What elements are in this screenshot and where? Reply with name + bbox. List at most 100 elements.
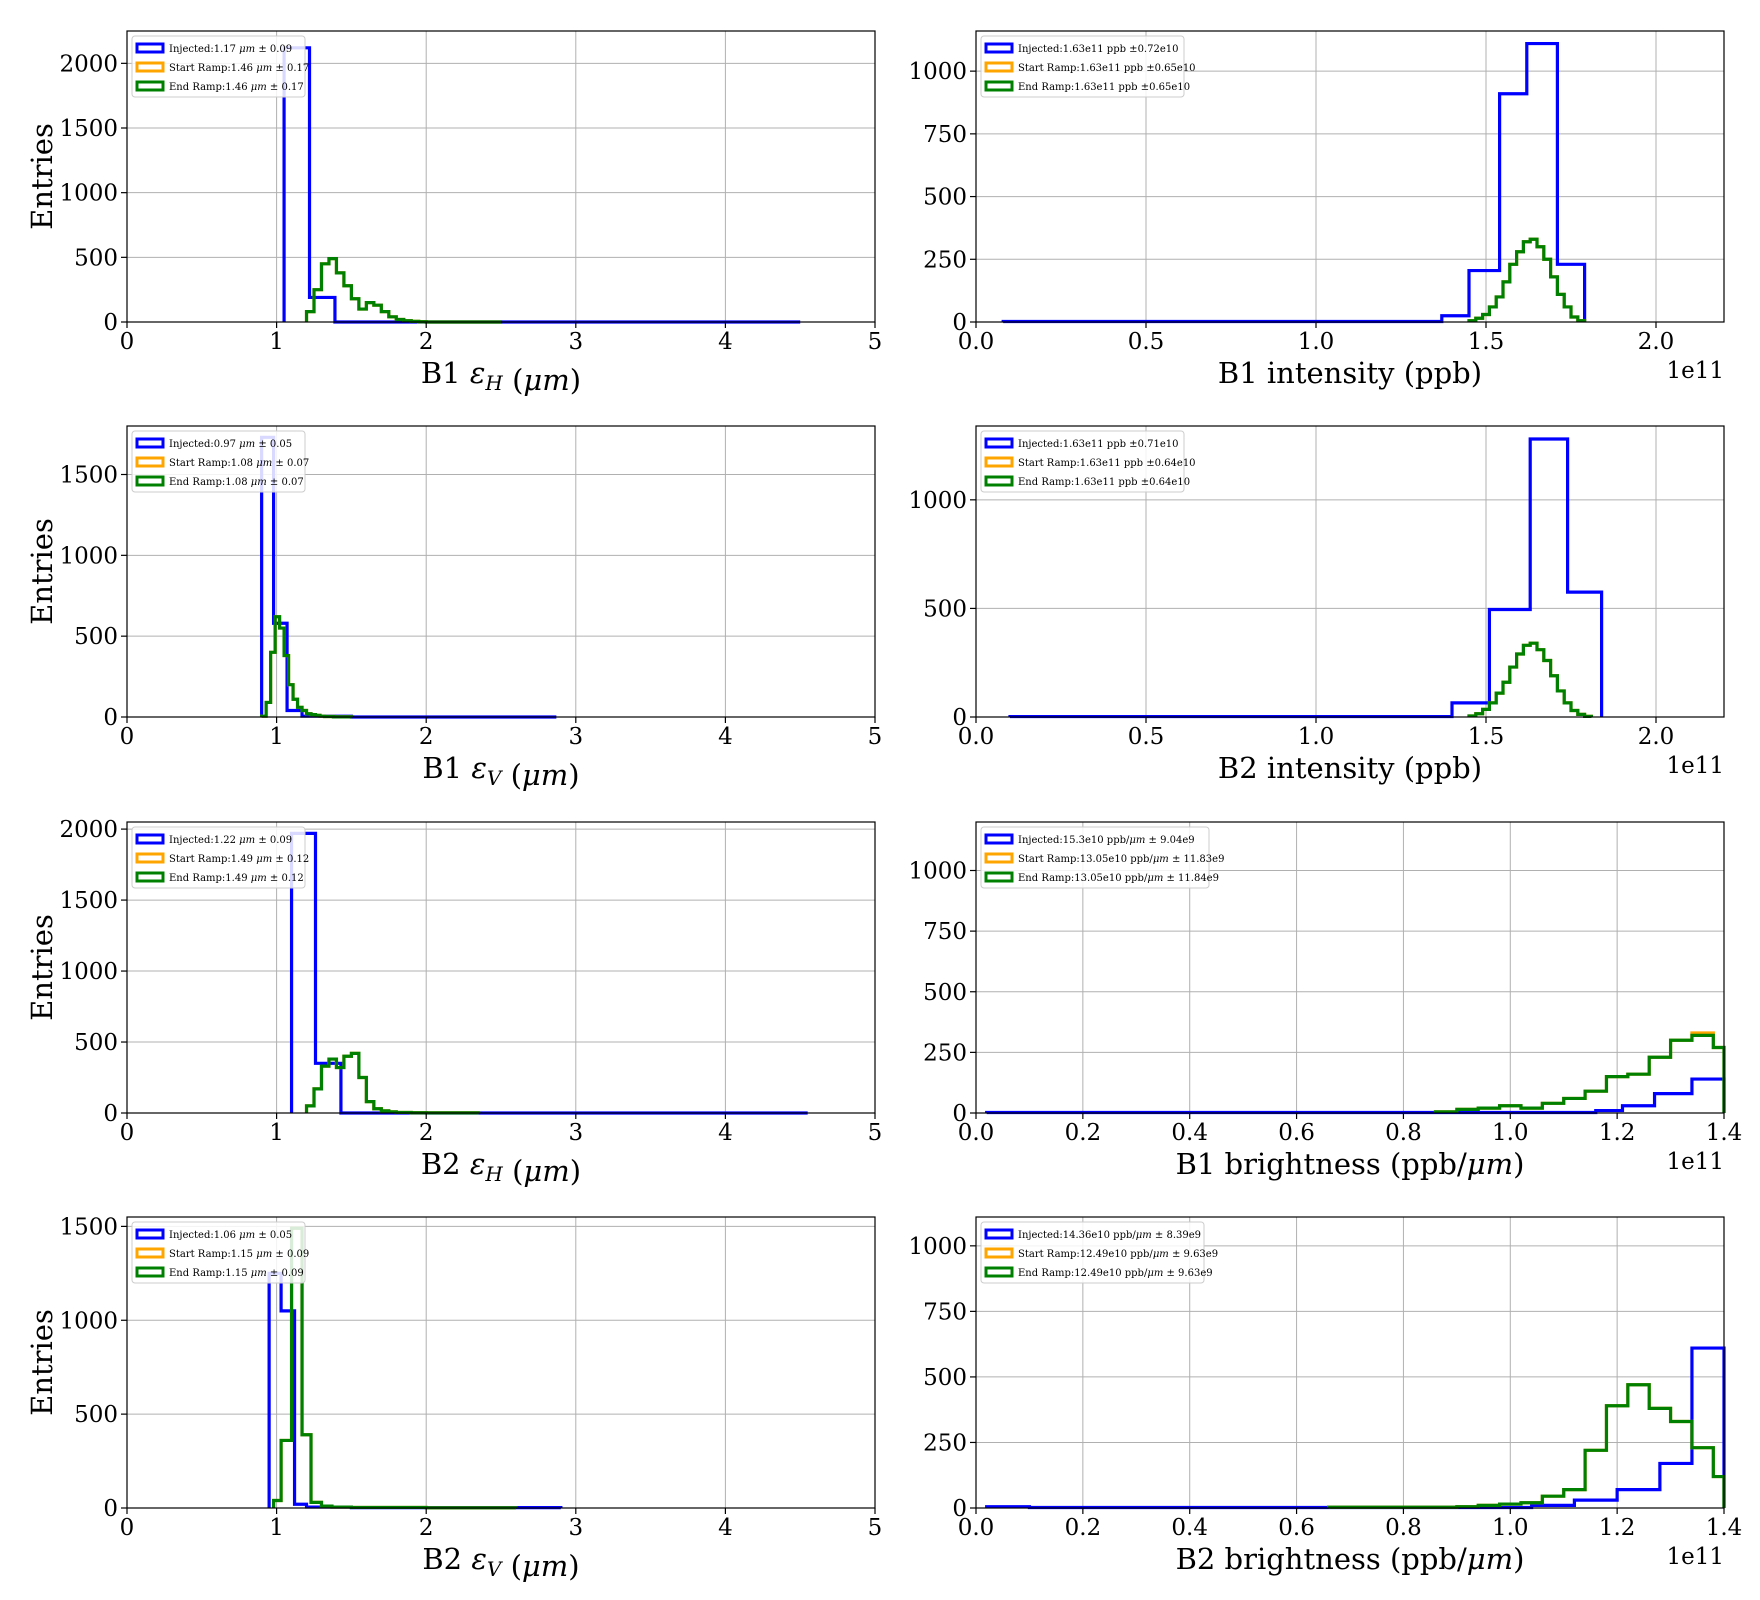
y-axis-label: Entries: [25, 518, 59, 625]
chart-panel-1: 0 1 2 3 4 5 0 500 1000 1500 2000 B1 εH (μm) Entries I…: [25, 30, 883, 397]
axes-frame: [126, 30, 876, 323]
x-tick-label: 1: [269, 1515, 284, 1541]
x-tick-label: 1.0: [1298, 724, 1335, 750]
legend-entry: Start Ramp:13.05e10 ppb/μm ± 11.83e9: [1018, 854, 1224, 865]
x-tick-label: 0.0: [958, 724, 995, 750]
histogram-end-ramp: [272, 1226, 518, 1510]
y-tick-label: 500: [923, 1365, 967, 1391]
legend-entry: Start Ramp:1.49 μm ± 0.12: [169, 854, 309, 865]
axes-frame: [126, 425, 876, 718]
legend-entry: End Ramp:12.49e10 ppb/μm ± 9.63e9: [1018, 1268, 1213, 1279]
y-tick-label: 500: [923, 185, 967, 211]
y-tick-label: 1000: [908, 59, 967, 85]
y-tick-label: 1500: [59, 116, 118, 142]
x-tick-label: 0.6: [1278, 1120, 1315, 1146]
legend-entry: Start Ramp:1.46 μm ± 0.17: [169, 63, 309, 74]
legend: Injected:15.3e10 ppb/μm ± 9.04e9 Start Ra…: [980, 826, 1224, 889]
y-tick-label: 500: [74, 1030, 118, 1056]
y-tick-label: 750: [923, 919, 967, 945]
x-tick-label: 5: [868, 724, 883, 750]
legend-swatch-start-ramp: [984, 852, 1014, 864]
x-axis-label: B1 εH (μm): [421, 356, 581, 397]
x-tick-label: 1: [269, 724, 284, 750]
axes-frame: [126, 821, 876, 1114]
y-tick-label: 1000: [908, 859, 967, 885]
x-tick-label: 2: [419, 724, 434, 750]
x-tick-label: 1: [269, 1120, 284, 1146]
axes-frame: [126, 1216, 876, 1509]
legend-entry: Injected:1.06 μm ± 0.05: [169, 1230, 292, 1241]
x-offset-text: 1e11: [1666, 1544, 1724, 1570]
legend-entry: Start Ramp:1.15 μm ± 0.09: [169, 1249, 309, 1260]
y-tick-label: 0: [103, 705, 118, 731]
y-axis-label: Entries: [25, 123, 59, 230]
chart-panel-8: 0.0 0.2 0.4 0.6 0.8 1.0 1.2 1.4 0 250 500 750 1000 B2…: [908, 1216, 1742, 1576]
histogram-injected: [289, 831, 808, 1115]
legend-swatch-injected: [984, 42, 1014, 54]
histogram-end-ramp: [1467, 641, 1593, 718]
x-tick-label: 2.0: [1638, 724, 1675, 750]
y-tick-label: 2000: [59, 817, 118, 843]
legend-swatch-end-ramp: [135, 1266, 165, 1278]
y-tick-label: 0: [952, 1496, 967, 1522]
legend: Injected:14.36e10 ppb/μm ± 8.39e9 Start R…: [980, 1221, 1218, 1284]
legend-swatch-end-ramp: [984, 80, 1014, 92]
y-tick-label: 1000: [59, 181, 118, 207]
x-tick-label: 0.2: [1065, 1515, 1102, 1541]
legend-entry: Injected:14.36e10 ppb/μm ± 8.39e9: [1018, 1230, 1201, 1241]
legend-entry: Start Ramp:12.49e10 ppb/μm ± 9.63e9: [1018, 1249, 1218, 1260]
legend: Injected:1.06 μm ± 0.05 Start Ramp:1.15 μ…: [131, 1221, 309, 1284]
y-tick-label: 0: [103, 1496, 118, 1522]
histogram-end-ramp: [1467, 237, 1587, 323]
histogram-end-ramp: [260, 615, 353, 719]
chart-panel-5: 0 1 2 3 4 5 0 500 1000 1500 2000 B2 εH (μm) Entries I…: [25, 817, 882, 1188]
legend-swatch-end-ramp: [984, 475, 1014, 487]
legend-swatch-start-ramp: [135, 1247, 165, 1259]
legend-entry: Start Ramp:1.63e11 ppb ±0.64e10: [1018, 458, 1196, 469]
x-tick-label: 0.8: [1385, 1515, 1422, 1541]
x-axis-label: B2 intensity (ppb): [1218, 751, 1482, 785]
histogram-end-ramp: [1433, 1033, 1726, 1114]
x-tick-label: 4: [718, 1515, 733, 1541]
x-axis-label: B2 εH (μm): [421, 1147, 581, 1188]
histogram-injected: [267, 1271, 563, 1510]
histogram-start-ramp: [1327, 1383, 1726, 1509]
x-tick-label: 1.4: [1706, 1120, 1743, 1146]
legend: Injected:1.63e11 ppb ±0.71e10 Start Ramp:…: [980, 430, 1196, 493]
histogram-injected: [260, 435, 557, 719]
legend-swatch-start-ramp: [135, 852, 165, 864]
legend-entry: Injected:15.3e10 ppb/μm ± 9.04e9: [1018, 835, 1195, 846]
legend-swatch-end-ramp: [135, 80, 165, 92]
y-tick-label: 500: [74, 624, 118, 650]
y-tick-label: 1000: [908, 1234, 967, 1260]
x-tick-label: 2: [419, 329, 434, 355]
x-axis-label: B1 brightness (ppb/μm): [1176, 1147, 1525, 1181]
legend: Injected:1.22 μm ± 0.09 Start Ramp:1.49 μ…: [131, 826, 309, 889]
x-tick-label: 5: [868, 329, 883, 355]
y-tick-label: 1000: [59, 959, 118, 985]
chart-panel-2: 0.0 0.5 1.0 1.5 2.0 0 250 500 750 1000 B1 intensit…: [908, 30, 1725, 390]
y-tick-label: 1000: [59, 1308, 118, 1334]
chart-panel-6: 0.0 0.2 0.4 0.6 0.8 1.0 1.2 1.4 0 250 500 750 1000 B1…: [908, 821, 1743, 1181]
x-tick-label: 3: [568, 1515, 583, 1541]
y-axis-label: Entries: [25, 914, 59, 1021]
legend-swatch-injected: [984, 833, 1014, 845]
y-tick-label: 0: [103, 1101, 118, 1127]
y-tick-label: 1000: [59, 543, 118, 569]
y-tick-label: 1000: [908, 488, 967, 514]
x-tick-label: 2: [419, 1120, 434, 1146]
axes-frame: [975, 821, 1725, 1114]
legend: Injected:1.63e11 ppb ±0.72e10 Start Ramp:…: [980, 35, 1196, 98]
legend-entry: Injected:1.63e11 ppb ±0.71e10: [1018, 439, 1178, 450]
x-axis-label: B2 brightness (ppb/μm): [1176, 1542, 1525, 1576]
x-tick-label: 0: [120, 329, 135, 355]
histogram-injected: [282, 46, 801, 324]
legend-entry: End Ramp:13.05e10 ppb/μm ± 11.84e9: [1018, 873, 1219, 884]
x-tick-label: 3: [568, 724, 583, 750]
legend-swatch-injected: [135, 42, 165, 54]
y-axis-label: Entries: [25, 1309, 59, 1416]
x-tick-label: 0.0: [958, 1120, 995, 1146]
x-tick-label: 1.0: [1492, 1120, 1529, 1146]
legend-entry: Injected:1.17 μm ± 0.09: [169, 44, 292, 55]
